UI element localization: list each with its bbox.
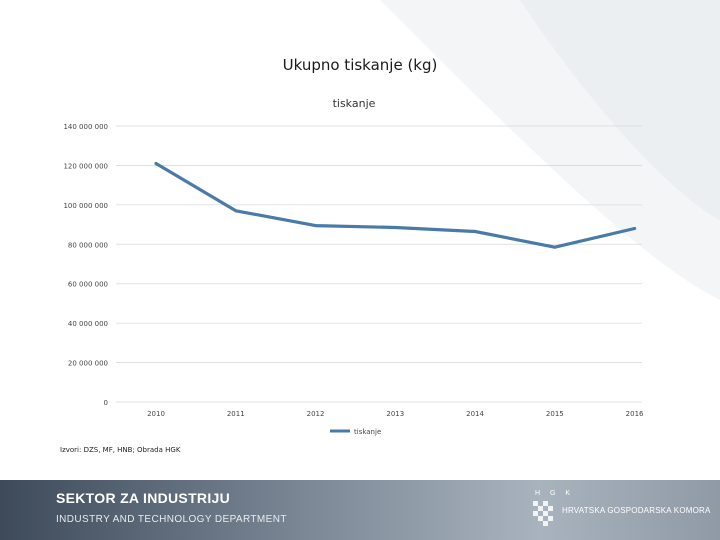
data-point [393,226,397,230]
y-tick-label: 0 [104,399,108,407]
chart-title: tiskanje [333,97,376,110]
y-tick-label: 20 000 000 [68,360,108,368]
data-point [154,161,158,165]
footer-department-hr: SEKTOR ZA INDUSTRIJU [56,490,231,506]
y-tick-label: 80 000 000 [68,241,108,249]
hgk-checkerboard-logo-icon [533,501,553,526]
data-point [314,224,318,228]
legend-label: tiskanje [354,428,381,436]
footer-department-en: INDUSTRY AND TECHNOLOGY DEPARTMENT [56,514,287,525]
y-tick-label: 120 000 000 [63,162,108,170]
data-point [553,245,557,249]
x-tick-label: 2013 [386,410,404,418]
x-tick-label: 2011 [227,410,245,418]
data-point [473,229,477,233]
x-tick-label: 2010 [147,410,165,418]
x-tick-label: 2016 [626,410,644,418]
x-tick-label: 2014 [466,410,484,418]
logo-organization-name: HRVATSKA GOSPODARSKA KOMORA [562,506,711,515]
background-swoosh [380,0,720,300]
y-tick-label: 100 000 000 [63,202,108,210]
chart-legend: tiskanje [330,428,381,436]
data-point [234,209,238,213]
data-point [633,227,637,231]
y-tick-label: 40 000 000 [68,320,108,328]
x-tick-label: 2012 [307,410,325,418]
slide-title: Ukupno tiskanje (kg) [282,56,438,74]
line-chart: tiskanje 0 20 000 000 40 000 000 60 000 000… [63,97,644,436]
y-tick-label: 60 000 000 [68,281,108,289]
y-tick-label: 140 000 000 [63,123,108,131]
series-line [154,161,637,249]
x-tick-label: 2015 [546,410,564,418]
source-note: Izvori: DZS, MF, HNB; Obrada HGK [60,446,181,454]
logo-hgk-letters: H G K [535,490,575,497]
footer-bar: SEKTOR ZA INDUSTRIJU INDUSTRY AND TECHNO… [0,480,720,540]
